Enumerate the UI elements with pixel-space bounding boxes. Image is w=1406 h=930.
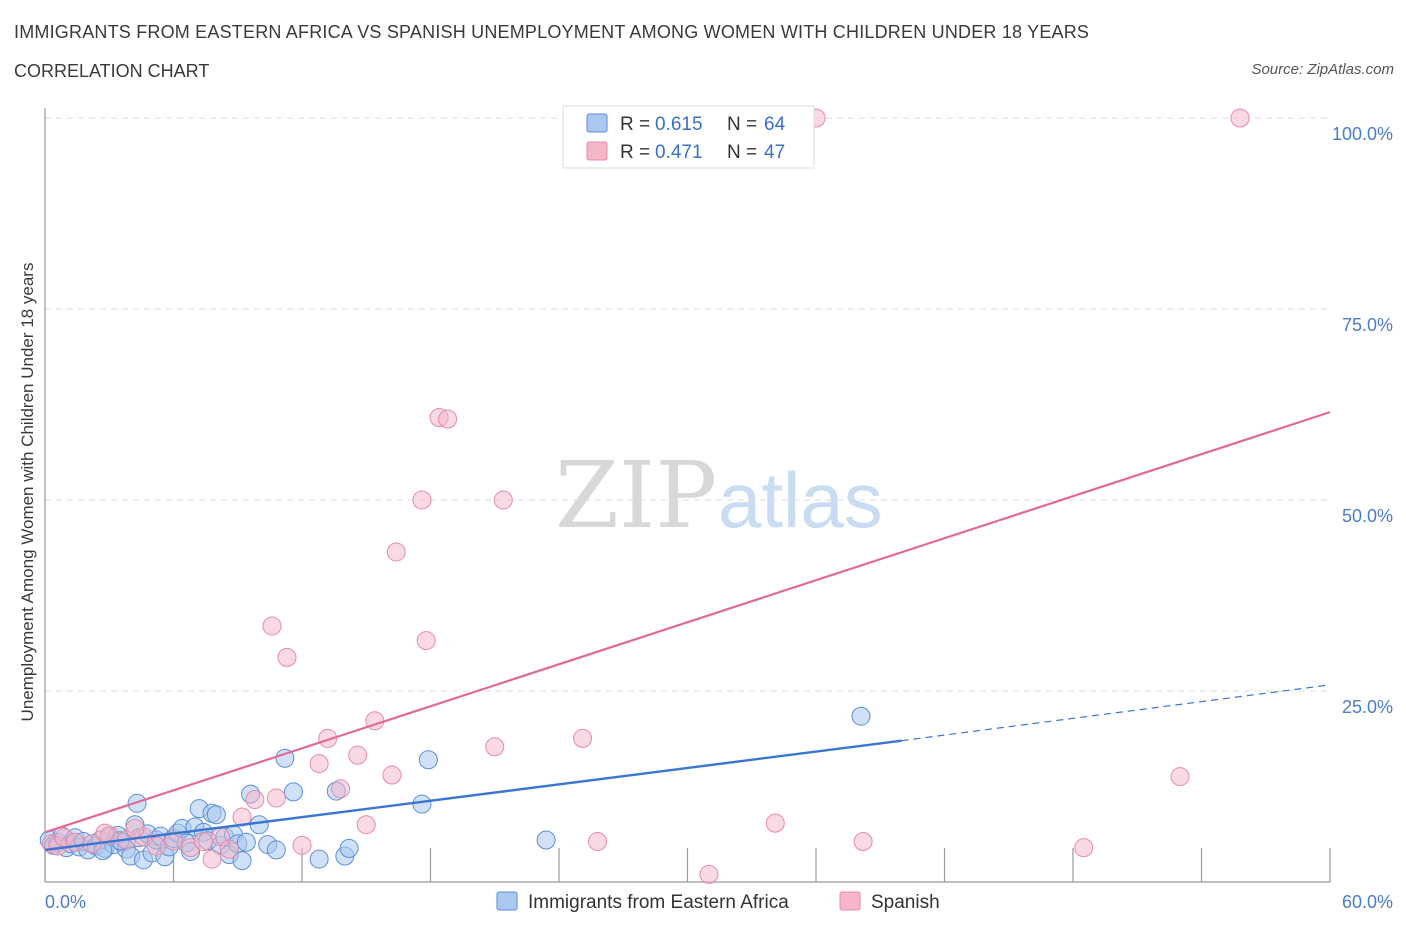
point-spanish-26 [386,542,406,562]
bottom-legend-label-eastern-africa: Immigrants from Eastern Africa [528,892,789,913]
point-spanish-41 [1170,767,1190,787]
legend-swatch-spanish [586,141,608,161]
bottom-legend-swatch-eastern-africa [496,891,518,911]
trendline-eastern-africa [44,739,902,852]
point-spanish-33 [573,728,593,748]
point-spanish-8 [146,836,166,856]
legend-n-label-1: N = [727,114,757,135]
source-label: Source: ZipAtlas.com [1251,61,1394,78]
point-eastern-africa-51 [275,748,295,768]
point-eastern-africa-52 [283,782,303,802]
point-eastern-africa-56 [339,838,359,858]
series-points-spanish [41,108,1250,884]
gridlines [45,117,1330,692]
point-spanish-25 [382,765,402,785]
x-tick-label-0: 0.0% [45,892,86,912]
y-tick-label-2: 75.0% [1342,315,1393,335]
point-spanish-32 [493,490,513,510]
point-spanish-9 [164,831,183,851]
point-spanish-28 [416,631,436,651]
point-spanish-45 [125,819,145,839]
point-eastern-africa-53 [309,849,329,869]
point-spanish-39 [853,832,873,852]
point-spanish-34 [588,832,608,852]
point-spanish-13 [219,839,239,859]
trendlines [44,411,1331,852]
point-spanish-19 [309,754,329,774]
point-spanish-31 [485,737,505,757]
y-axis-label: Unemployment Among Women with Children U… [18,263,37,722]
legend-r-label-2: R = [620,142,650,163]
x-tick-label-1: 60.0% [1342,892,1393,912]
point-eastern-africa-45 [232,851,252,871]
point-spanish-27 [412,490,432,510]
bottom-legend-label-spanish: Spanish [871,892,940,913]
point-eastern-africa-47 [236,832,256,852]
correlation-legend: R = 0.615 N = 64 R = 0.471 N = 47 [562,105,815,169]
bottom-legend-swatch-spanish [839,891,861,911]
legend-r-label-1: R = [620,114,650,135]
y-tick-labels: 25.0% 50.0% 75.0% 100.0% [1332,124,1393,717]
point-eastern-africa-39 [206,805,226,825]
point-spanish-3 [65,832,85,852]
legend-n-label-2: N = [727,142,757,163]
point-spanish-20 [318,728,338,748]
point-spanish-18 [277,647,297,667]
point-spanish-43 [292,835,312,855]
point-spanish-42 [1230,108,1250,128]
point-eastern-africa-63 [851,706,871,726]
legend-n-value-2: 47 [764,142,785,163]
point-spanish-21 [331,779,351,799]
chart-subtitle: CORRELATION CHART [14,61,210,81]
point-spanish-44 [202,849,222,869]
point-eastern-africa-58 [418,750,438,770]
point-spanish-14 [232,807,252,827]
axes [44,108,1331,883]
x-tick-labels: 0.0% 60.0% [45,892,1393,912]
trendline-spanish [44,411,1331,834]
point-eastern-africa-59 [536,830,556,850]
point-spanish-22 [348,745,368,765]
point-eastern-africa-48 [249,815,269,835]
y-tick-label-1: 50.0% [1342,506,1393,526]
legend-r-value-1: 0.615 [655,114,703,135]
point-spanish-11 [193,832,213,852]
point-spanish-36 [699,864,719,884]
point-spanish-15 [245,789,265,809]
chart-title: IMMIGRANTS FROM EASTERN AFRICA VS SPANIS… [14,22,1090,42]
point-spanish-17 [266,788,286,808]
point-eastern-africa-50 [266,840,286,860]
point-spanish-23 [356,815,376,835]
watermark-zip: ZIP [555,442,717,549]
point-spanish-40 [1074,838,1094,858]
legend-r-value-2: 0.471 [655,142,703,163]
trendline-eastern-africa-extension [901,684,1331,742]
point-spanish-46 [95,823,115,843]
y-tick-label-0: 25.0% [1342,697,1393,717]
point-eastern-africa-57 [412,794,432,814]
y-tick-label-3: 100.0% [1332,124,1393,144]
point-spanish-37 [765,813,785,833]
legend-n-value-1: 64 [764,114,786,135]
watermark-atlas: atlas [718,456,883,544]
series-legend: Immigrants from Eastern Africa Spanish [496,891,940,913]
point-spanish-16 [262,616,282,636]
point-spanish-30 [438,409,458,429]
legend-swatch-eastern-africa [586,113,608,133]
